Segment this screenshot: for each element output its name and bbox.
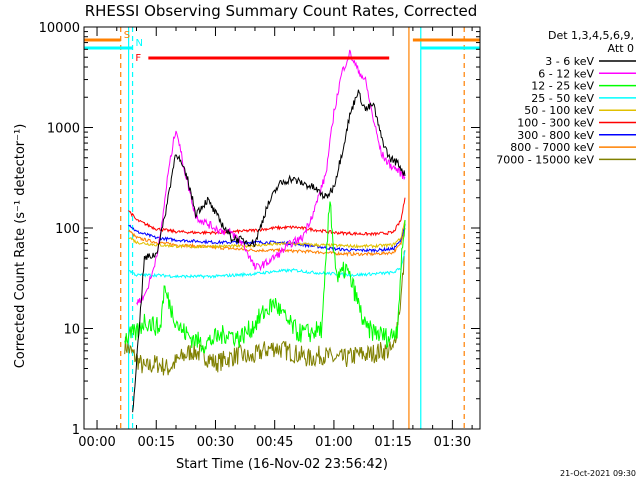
legend-header-attenuator: Att 0	[608, 42, 634, 55]
y-tick-label-2: 100	[55, 222, 80, 237]
legend-label-7: 800 - 7000 keV	[510, 141, 594, 154]
flare-flag: F	[135, 53, 390, 64]
chart-title: RHESSI Observing Summary Count Rates, Co…	[85, 2, 478, 20]
series-line-3	[128, 250, 406, 280]
legend-header-detectors: Det 1,3,4,5,6,9,	[548, 29, 634, 42]
y-tick-label-3: 1000	[47, 122, 80, 137]
legend-label-8: 7000 - 15000 keV	[496, 153, 594, 166]
attenuator-label-N: N	[136, 38, 143, 49]
y-tick-label-1: 10	[63, 323, 80, 338]
footer-date: 21-Oct-2021 09:30	[560, 469, 636, 478]
legend-label-0: 3 - 6 keV	[545, 55, 594, 68]
series-layer	[124, 49, 406, 413]
x-axis-label: Start Time (16-Nov-02 23:56:42)	[176, 457, 388, 472]
legend-label-5: 100 - 300 keV	[517, 117, 594, 130]
x-tick-label-1: 00:15	[138, 435, 175, 450]
y-axis: 1 10 100 1000 10000	[39, 21, 480, 438]
flare-flag-label: F	[135, 53, 141, 64]
legend-label-4: 50 - 100 keV	[524, 104, 594, 117]
series-line-2	[124, 201, 406, 354]
attenuator-label-S: S	[124, 30, 130, 41]
x-axis: 00:00 00:15 00:30 00:45 01:00 01:15 01:30	[78, 27, 473, 450]
series-line-0	[132, 89, 406, 413]
x-tick-label-4: 01:00	[315, 435, 352, 450]
series-line-7	[128, 227, 406, 257]
series-line-4	[128, 219, 406, 249]
series-line-6	[128, 223, 406, 254]
x-tick-label-3: 00:45	[256, 435, 293, 450]
x-tick-label-0: 00:00	[78, 435, 115, 450]
series-line-8	[124, 250, 406, 376]
legend-label-3: 25 - 50 keV	[531, 92, 594, 105]
legend-label-6: 300 - 800 keV	[517, 129, 594, 142]
legend-label-2: 12 - 25 keV	[531, 80, 594, 93]
x-tick-label-6: 01:30	[434, 435, 471, 450]
plot-area: SN F	[83, 26, 481, 430]
series-line-5	[128, 197, 406, 237]
series-line-1	[136, 49, 406, 306]
legend-label-1: 6 - 12 keV	[538, 67, 594, 80]
y-tick-label-0: 1	[72, 423, 80, 438]
x-tick-label-5: 01:15	[374, 435, 411, 450]
y-axis-label: Corrected Count Rate (s⁻¹ detector⁻¹)	[13, 124, 28, 369]
y-tick-label-4: 10000	[39, 21, 80, 36]
attenuator-markers: SN	[84, 27, 480, 429]
x-tick-label-2: 00:30	[197, 435, 234, 450]
